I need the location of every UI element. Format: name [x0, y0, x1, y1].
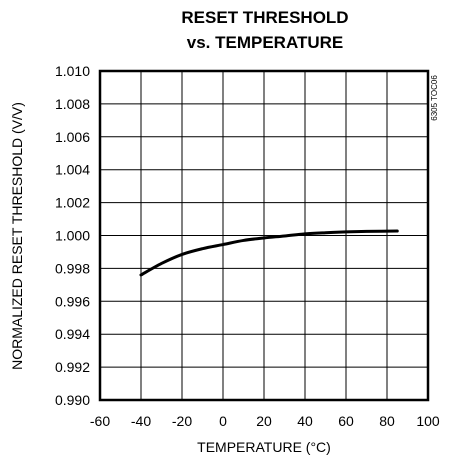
series-line	[139, 229, 399, 277]
y-tick-label: 1.010	[55, 63, 90, 79]
y-tick-label: 1.008	[55, 96, 90, 112]
figure-code: 6305 TOC06	[430, 75, 439, 121]
y-tick-label: 0.992	[55, 359, 90, 375]
x-tick-label: 60	[338, 413, 354, 429]
x-tick-label: -20	[172, 413, 192, 429]
x-tick-label: 100	[416, 413, 440, 429]
x-tick-label: -40	[131, 413, 151, 429]
x-tick-label: 0	[219, 413, 227, 429]
y-tick-label: 0.994	[55, 326, 90, 342]
x-axis-label: TEMPERATURE (°C)	[197, 439, 331, 455]
y-tick-label: 1.000	[55, 228, 90, 244]
chart-title-line-1: RESET THRESHOLD	[181, 8, 348, 27]
y-tick-label: 0.998	[55, 260, 90, 276]
plot-frame	[98, 69, 430, 402]
y-tick-label: 0.996	[55, 293, 90, 309]
y-axis-label: NORMALIZED RESET THRESHOLD (V/V)	[9, 102, 25, 370]
grid	[99, 70, 429, 401]
x-tick-labels: -60 -40 -20 0 20 40 60 80 100	[90, 413, 440, 429]
y-tick-label: 1.004	[55, 162, 90, 178]
y-tick-label: 1.006	[55, 129, 90, 145]
y-tick-labels: 0.990 0.992 0.994 0.996 0.998 1.000 1.002 1.004…	[55, 63, 90, 408]
x-tick-label: 80	[379, 413, 395, 429]
series-group	[139, 229, 399, 277]
x-tick-label: 40	[297, 413, 313, 429]
y-tick-label: 0.990	[55, 392, 90, 408]
y-tick-label: 1.002	[55, 195, 90, 211]
chart-title-line-2: vs. TEMPERATURE	[187, 33, 344, 52]
x-tick-label: -60	[90, 413, 110, 429]
x-tick-label: 20	[256, 413, 272, 429]
